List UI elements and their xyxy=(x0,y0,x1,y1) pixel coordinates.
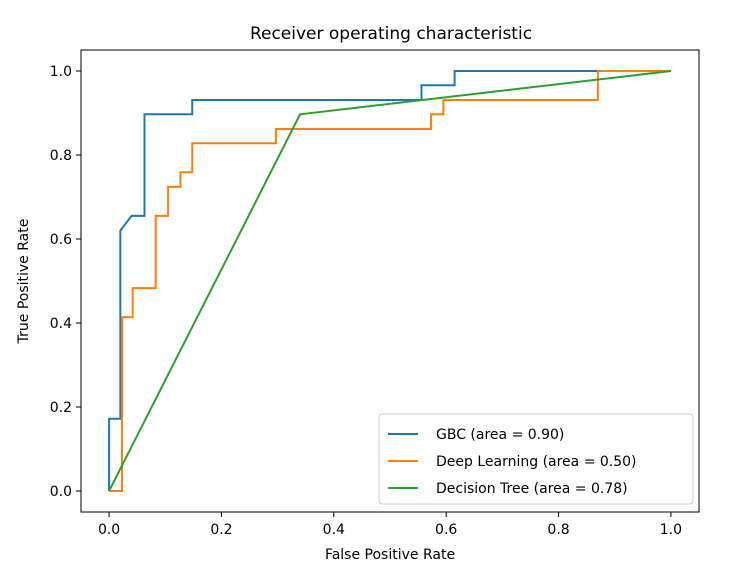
legend-items: GBC (area = 0.90) Deep Learning (area = 0… xyxy=(388,427,637,497)
legend-label-0: GBC (area = 0.90) xyxy=(436,427,564,443)
x-tick-label-4: 0.8 xyxy=(547,522,569,538)
x-tick-label-2: 0.4 xyxy=(323,522,345,538)
series-line-1 xyxy=(109,70,671,492)
y-tick-label-2: 0.4 xyxy=(50,316,72,332)
y-tick-label-1: 0.2 xyxy=(50,400,72,416)
chart-title: Receiver operating characteristic xyxy=(250,24,532,44)
y-axis-ticks: 0.0 0.2 0.4 0.6 0.8 1.0 xyxy=(50,64,81,500)
y-tick-label-3: 0.6 xyxy=(50,232,72,248)
legend-box xyxy=(378,413,694,505)
legend-label-2: Decision Tree (area = 0.78) xyxy=(436,481,628,497)
y-axis-label: True Positive Rate xyxy=(16,219,32,345)
y-tick-label-5: 1.0 xyxy=(50,64,72,80)
x-axis-label: False Positive Rate xyxy=(325,547,455,563)
legend: GBC (area = 0.90) Deep Learning (area = 0… xyxy=(378,413,694,505)
legend-label-1: Deep Learning (area = 0.50) xyxy=(436,454,637,470)
series-line-0 xyxy=(108,70,671,491)
x-axis-ticks: 0.0 0.2 0.4 0.6 0.8 1.0 xyxy=(98,512,682,538)
x-tick-label-1: 0.2 xyxy=(210,522,232,538)
y-tick-label-0: 0.0 xyxy=(50,484,72,500)
x-tick-label-3: 0.6 xyxy=(435,522,457,538)
series-group xyxy=(108,70,672,492)
y-tick-label-4: 0.8 xyxy=(50,148,72,164)
x-tick-label-5: 1.0 xyxy=(660,522,682,538)
x-tick-label-0: 0.0 xyxy=(98,522,120,538)
series-line-2 xyxy=(108,70,672,492)
